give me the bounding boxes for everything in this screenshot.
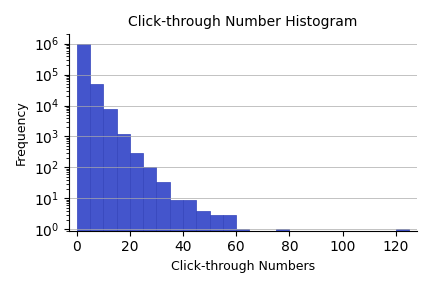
Bar bbox=[396, 229, 409, 288]
Bar bbox=[76, 44, 90, 288]
Bar bbox=[170, 200, 183, 288]
Bar bbox=[210, 215, 223, 288]
Bar bbox=[103, 109, 117, 288]
Bar bbox=[90, 84, 103, 288]
Bar bbox=[130, 153, 143, 288]
Bar bbox=[143, 167, 156, 288]
Bar bbox=[156, 181, 170, 288]
X-axis label: Click-through Numbers: Click-through Numbers bbox=[171, 260, 315, 273]
Bar bbox=[183, 200, 196, 288]
Title: Click-through Number Histogram: Click-through Number Histogram bbox=[128, 15, 358, 29]
Bar bbox=[223, 215, 236, 288]
Bar bbox=[117, 134, 130, 288]
Bar bbox=[276, 229, 289, 288]
Y-axis label: Frequency: Frequency bbox=[15, 100, 28, 165]
Bar bbox=[196, 211, 210, 288]
Bar bbox=[236, 229, 249, 288]
